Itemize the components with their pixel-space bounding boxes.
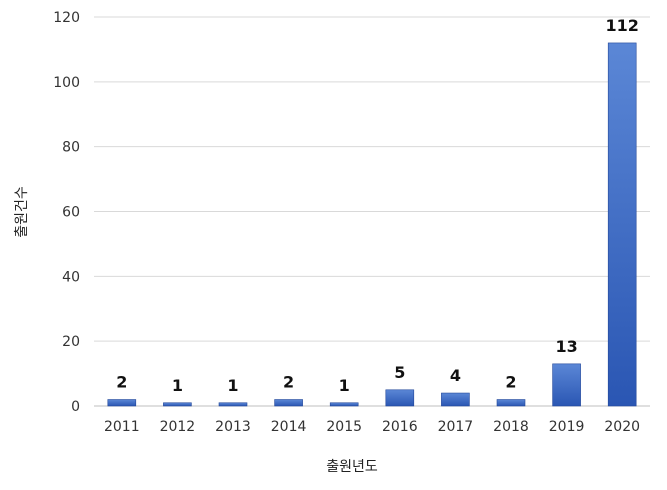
bars	[107, 42, 637, 407]
x-tick-label-2013: 2013	[215, 419, 251, 435]
data-label-2016: 5	[394, 363, 405, 382]
y-tick-label: 80	[62, 140, 80, 156]
data-label-2017: 4	[450, 366, 461, 385]
bar-2016	[385, 389, 415, 407]
x-tick-label-2019: 2019	[549, 419, 585, 435]
x-tick-label-2012: 2012	[160, 419, 196, 435]
data-label-2020: 112	[605, 16, 638, 35]
y-axis-title: 출원건수	[14, 186, 30, 238]
grid-lines	[94, 16, 650, 407]
y-tick-label: 60	[62, 205, 80, 221]
x-tick-label-2014: 2014	[271, 419, 307, 435]
bar-2017	[441, 392, 470, 407]
y-tick-label: 100	[53, 75, 80, 91]
data-label-2012: 1	[172, 376, 183, 395]
bar-2015	[329, 402, 359, 407]
x-tick-label-2015: 2015	[326, 419, 362, 435]
data-label-2014: 2	[283, 373, 294, 392]
x-tick-label-2011: 2011	[104, 419, 140, 435]
data-label-2011: 2	[116, 373, 127, 392]
y-tick-label: 40	[62, 269, 80, 285]
bar-2020	[607, 42, 637, 407]
data-label-2015: 1	[339, 376, 350, 395]
x-axis-ticks: 2011 2012 2013 2014 2015 2016 2017 2018 2019 2020	[104, 419, 640, 435]
x-axis-title: 출원년도	[326, 459, 378, 475]
data-label-2013: 1	[227, 376, 238, 395]
data-label-2019: 13	[555, 337, 577, 356]
y-tick-label: 120	[53, 10, 80, 26]
x-tick-label-2020: 2020	[604, 419, 640, 435]
bar-2018	[496, 399, 526, 407]
x-tick-label-2018: 2018	[493, 419, 529, 435]
y-tick-label: 20	[62, 334, 80, 350]
bar-2019	[552, 363, 581, 407]
y-axis-ticks: 0 20 40 60 80 100 120	[53, 10, 80, 415]
bar-2014	[274, 399, 303, 407]
x-tick-label-2016: 2016	[382, 419, 418, 435]
bar-2011	[107, 399, 137, 407]
y-tick-label: 0	[71, 399, 80, 415]
x-tick-label-2017: 2017	[438, 419, 474, 435]
bar-2013	[218, 402, 248, 407]
bar-2012	[163, 402, 192, 407]
data-label-2018: 2	[505, 373, 516, 392]
